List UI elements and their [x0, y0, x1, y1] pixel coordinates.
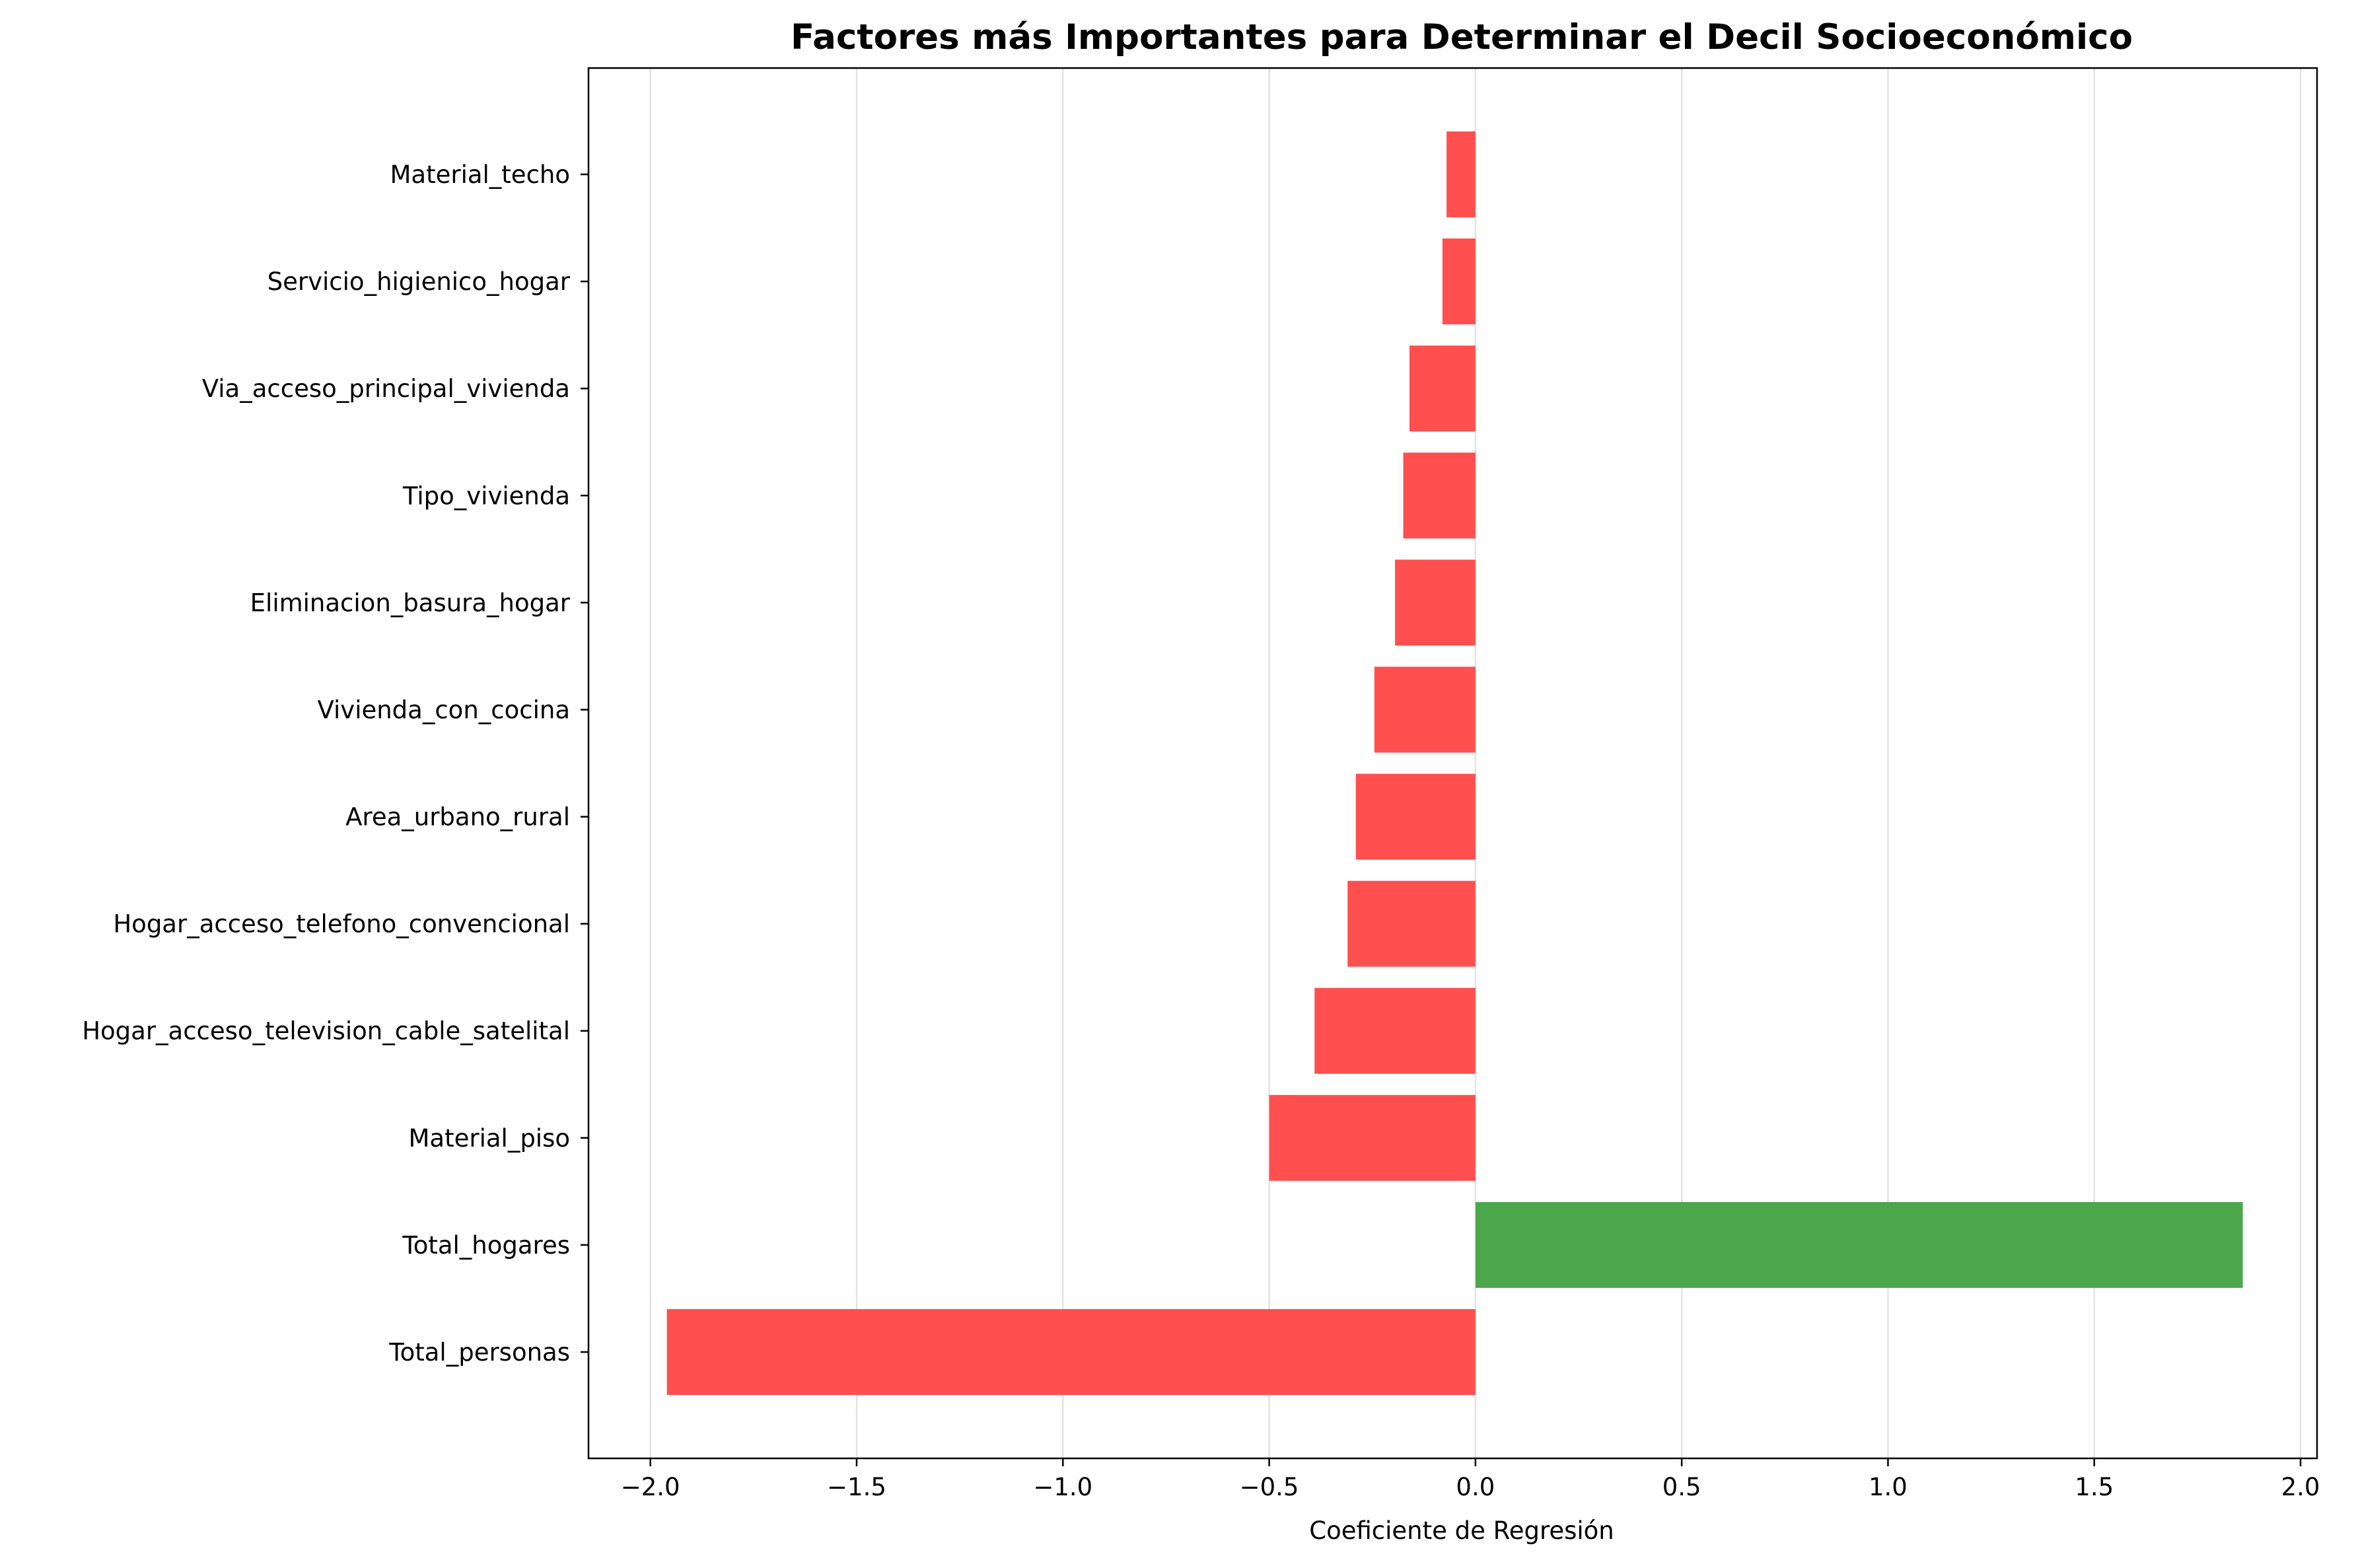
bar-via-acceso-principal-vivienda: [1409, 345, 1476, 432]
y-tick-label: Eliminacion_basura_hogar: [250, 588, 571, 617]
x-tick-label: −1.5: [827, 1473, 886, 1501]
bars: [666, 131, 2243, 1395]
x-tick-label: 1.0: [1869, 1473, 1908, 1501]
x-tick-label: 2.0: [2281, 1473, 2320, 1501]
x-axis-label: Coeficiente de Regresión: [1309, 1516, 1614, 1545]
y-tick-label: Hogar_acceso_television_cable_satelital: [82, 1017, 570, 1046]
y-tick-label: Servicio_higienico_hogar: [268, 267, 571, 296]
y-tick-label: Hogar_acceso_telefono_convencional: [113, 910, 570, 939]
y-tick-label: Area_urbano_rural: [345, 803, 570, 832]
y-tick-label: Material_techo: [390, 160, 570, 189]
y-tick-label: Total_personas: [388, 1338, 570, 1367]
x-axis-ticks: −2.0 −1.5 −1.0 −0.5 0.0 0.5 1.0 1.5 2.0: [621, 1458, 2320, 1501]
chart-title: Factores más Importantes para Determinar…: [791, 17, 2133, 57]
y-tick-label: Material_piso: [409, 1124, 571, 1153]
bar-hogar-acceso-television-cable-satelital: [1314, 987, 1476, 1074]
x-tick-label: 1.5: [2075, 1473, 2114, 1501]
bar-area-urbano-rural: [1355, 773, 1476, 860]
x-tick-label: −2.0: [621, 1473, 680, 1501]
y-tick-label: Tipo_vivienda: [402, 481, 570, 510]
bar-eliminacion-basura-hogar: [1395, 559, 1476, 646]
x-tick-label: 0.0: [1456, 1473, 1495, 1501]
bar-material-techo: [1446, 131, 1476, 217]
bar-hogar-acceso-telefono-convencional: [1347, 880, 1476, 967]
x-tick-label: −0.5: [1240, 1473, 1299, 1501]
bar-total-hogares: [1475, 1201, 2243, 1288]
plot-frame: [587, 67, 2318, 1460]
y-axis-ticks: Total_personas Total_hogares Material_piso…: [82, 160, 589, 1367]
y-tick-label: Via_acceso_principal_vivienda: [202, 374, 570, 403]
bar-vivienda-con-cocina: [1374, 666, 1476, 753]
bar-material-piso: [1269, 1094, 1476, 1181]
bar-tipo-vivienda: [1403, 452, 1476, 539]
x-tick-label: 0.5: [1662, 1473, 1701, 1501]
y-tick-label: Vivienda_con_cocina: [318, 695, 570, 724]
bar-servicio-higienico-hogar: [1442, 238, 1476, 325]
y-tick-label: Total_hogares: [402, 1231, 570, 1260]
x-tick-label: −1.0: [1033, 1473, 1092, 1501]
bar-total-personas: [666, 1309, 1476, 1395]
